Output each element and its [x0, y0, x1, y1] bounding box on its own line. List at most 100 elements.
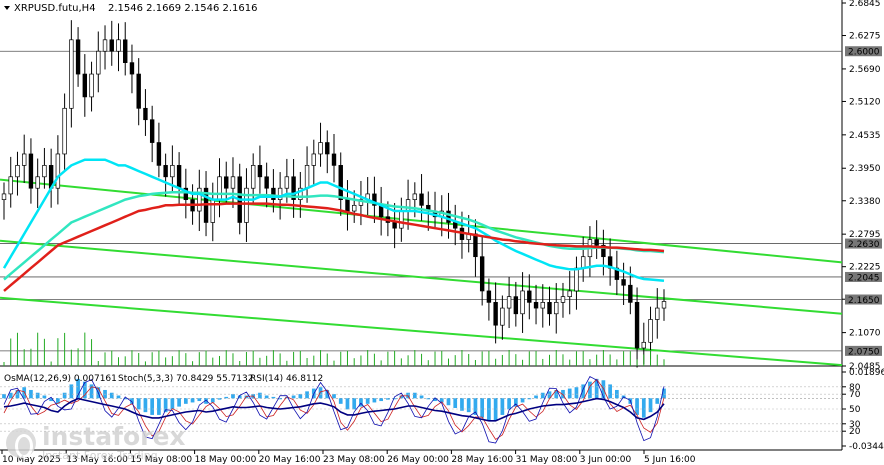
osma-bar — [655, 398, 660, 404]
main-price-window — [0, 0, 843, 451]
sub-tick-label: 30 — [849, 420, 861, 430]
candle-body — [399, 210, 404, 229]
watermark-brand: instaforex — [42, 422, 186, 451]
osma-label: OsMA(12,26,9) 0.007161 — [4, 374, 117, 384]
ma-line-cyan — [2, 158, 665, 282]
candle-body — [69, 39, 74, 109]
time-tick-label: 26 May 00:00 — [387, 455, 449, 465]
indicator-header: OsMA(12,26,9) 0.007161 Stoch(5,3,3) 70.8… — [4, 374, 323, 384]
osma-bar — [581, 384, 586, 399]
stoch-main-line — [3, 375, 665, 444]
osma-bar — [291, 395, 296, 399]
candle-body — [500, 307, 505, 326]
candle — [500, 295, 505, 340]
osma-bar — [197, 398, 202, 402]
symbol-label: XRPUSD.futu,H4 — [14, 3, 96, 14]
candle-body — [506, 296, 512, 309]
candle — [527, 274, 532, 320]
osma-bar — [264, 395, 269, 399]
osma-bar — [136, 398, 141, 410]
candle — [69, 20, 74, 128]
candle — [163, 153, 168, 197]
candle — [244, 168, 249, 242]
candle — [567, 271, 572, 315]
osma-bar — [534, 395, 538, 399]
candle-body — [331, 153, 337, 166]
dropdown-arrow-icon[interactable] — [4, 6, 10, 10]
candle — [331, 133, 337, 183]
candle-body — [197, 187, 202, 212]
osma-bar — [278, 398, 282, 400]
candle — [513, 281, 519, 327]
candle — [15, 151, 20, 196]
candle — [143, 89, 148, 136]
candle — [224, 161, 229, 204]
osma-bar — [574, 387, 579, 399]
osma-bar — [22, 387, 27, 399]
sub-tick-label: 20 — [849, 427, 861, 437]
sub-tick-label: 70 — [849, 390, 861, 400]
candle — [621, 262, 626, 306]
candle — [486, 278, 492, 321]
price-tick-label: 2.5120 — [849, 97, 881, 107]
candle — [35, 158, 40, 208]
time-tick-label: 5 Jun 16:00 — [644, 455, 696, 465]
candle-body — [567, 290, 572, 298]
price-tick-label: 2.6275 — [849, 32, 881, 42]
osma-bar — [130, 398, 134, 404]
candle-body — [304, 165, 310, 189]
osma-bar — [150, 398, 155, 415]
candle-body — [250, 165, 256, 189]
candle-body — [547, 302, 552, 315]
ma-line-aqua — [3, 190, 665, 281]
osma-bar — [379, 398, 383, 402]
osma-bar — [588, 381, 592, 399]
candle-body — [580, 256, 586, 269]
candle-body — [419, 193, 424, 206]
candle-body — [655, 307, 660, 320]
candle — [291, 158, 296, 218]
candle-body — [325, 142, 330, 155]
chart-header: XRPUSD.futu,H4 2.1546 2.1669 2.1546 2.16… — [4, 3, 258, 14]
candle-body — [513, 296, 519, 315]
candle-body — [156, 142, 162, 166]
level-label: 2.2045 — [848, 273, 880, 283]
osma-bar — [157, 398, 161, 415]
candle-body — [244, 187, 249, 223]
osma-bar — [231, 394, 235, 399]
osma-bar — [271, 396, 276, 399]
candle-body — [311, 153, 316, 166]
candle-body — [35, 176, 40, 189]
candle — [520, 272, 525, 333]
osma-bar — [285, 396, 289, 399]
candle — [506, 276, 512, 328]
osma-bar — [190, 398, 195, 403]
osma-bar — [513, 398, 518, 407]
osma-bar — [298, 394, 303, 399]
osma-bar — [352, 398, 357, 410]
sub-tick-label: 0.018962 — [849, 368, 884, 378]
osma-bar — [345, 398, 350, 410]
candle — [493, 282, 498, 344]
ma-line-red — [3, 202, 665, 292]
osma-bar — [116, 395, 121, 399]
osma-bar — [433, 398, 437, 402]
osma-bar — [540, 392, 545, 399]
candle — [183, 168, 189, 219]
osma-bar — [648, 398, 653, 413]
candle-body — [634, 302, 640, 349]
osma-bar — [62, 392, 67, 399]
osma-bar — [527, 398, 532, 400]
candle — [634, 287, 640, 368]
osma-bar — [662, 388, 666, 399]
candle-body — [15, 165, 20, 178]
candle-body — [520, 290, 525, 315]
level-label: 2.6000 — [848, 48, 880, 58]
level-label-box — [845, 238, 882, 249]
osma-bar — [547, 391, 552, 399]
candle — [55, 135, 61, 205]
watermark: instaforex Instant Forex Trading — [6, 424, 186, 461]
osma-bar — [392, 398, 397, 400]
osma-bar — [163, 398, 168, 413]
